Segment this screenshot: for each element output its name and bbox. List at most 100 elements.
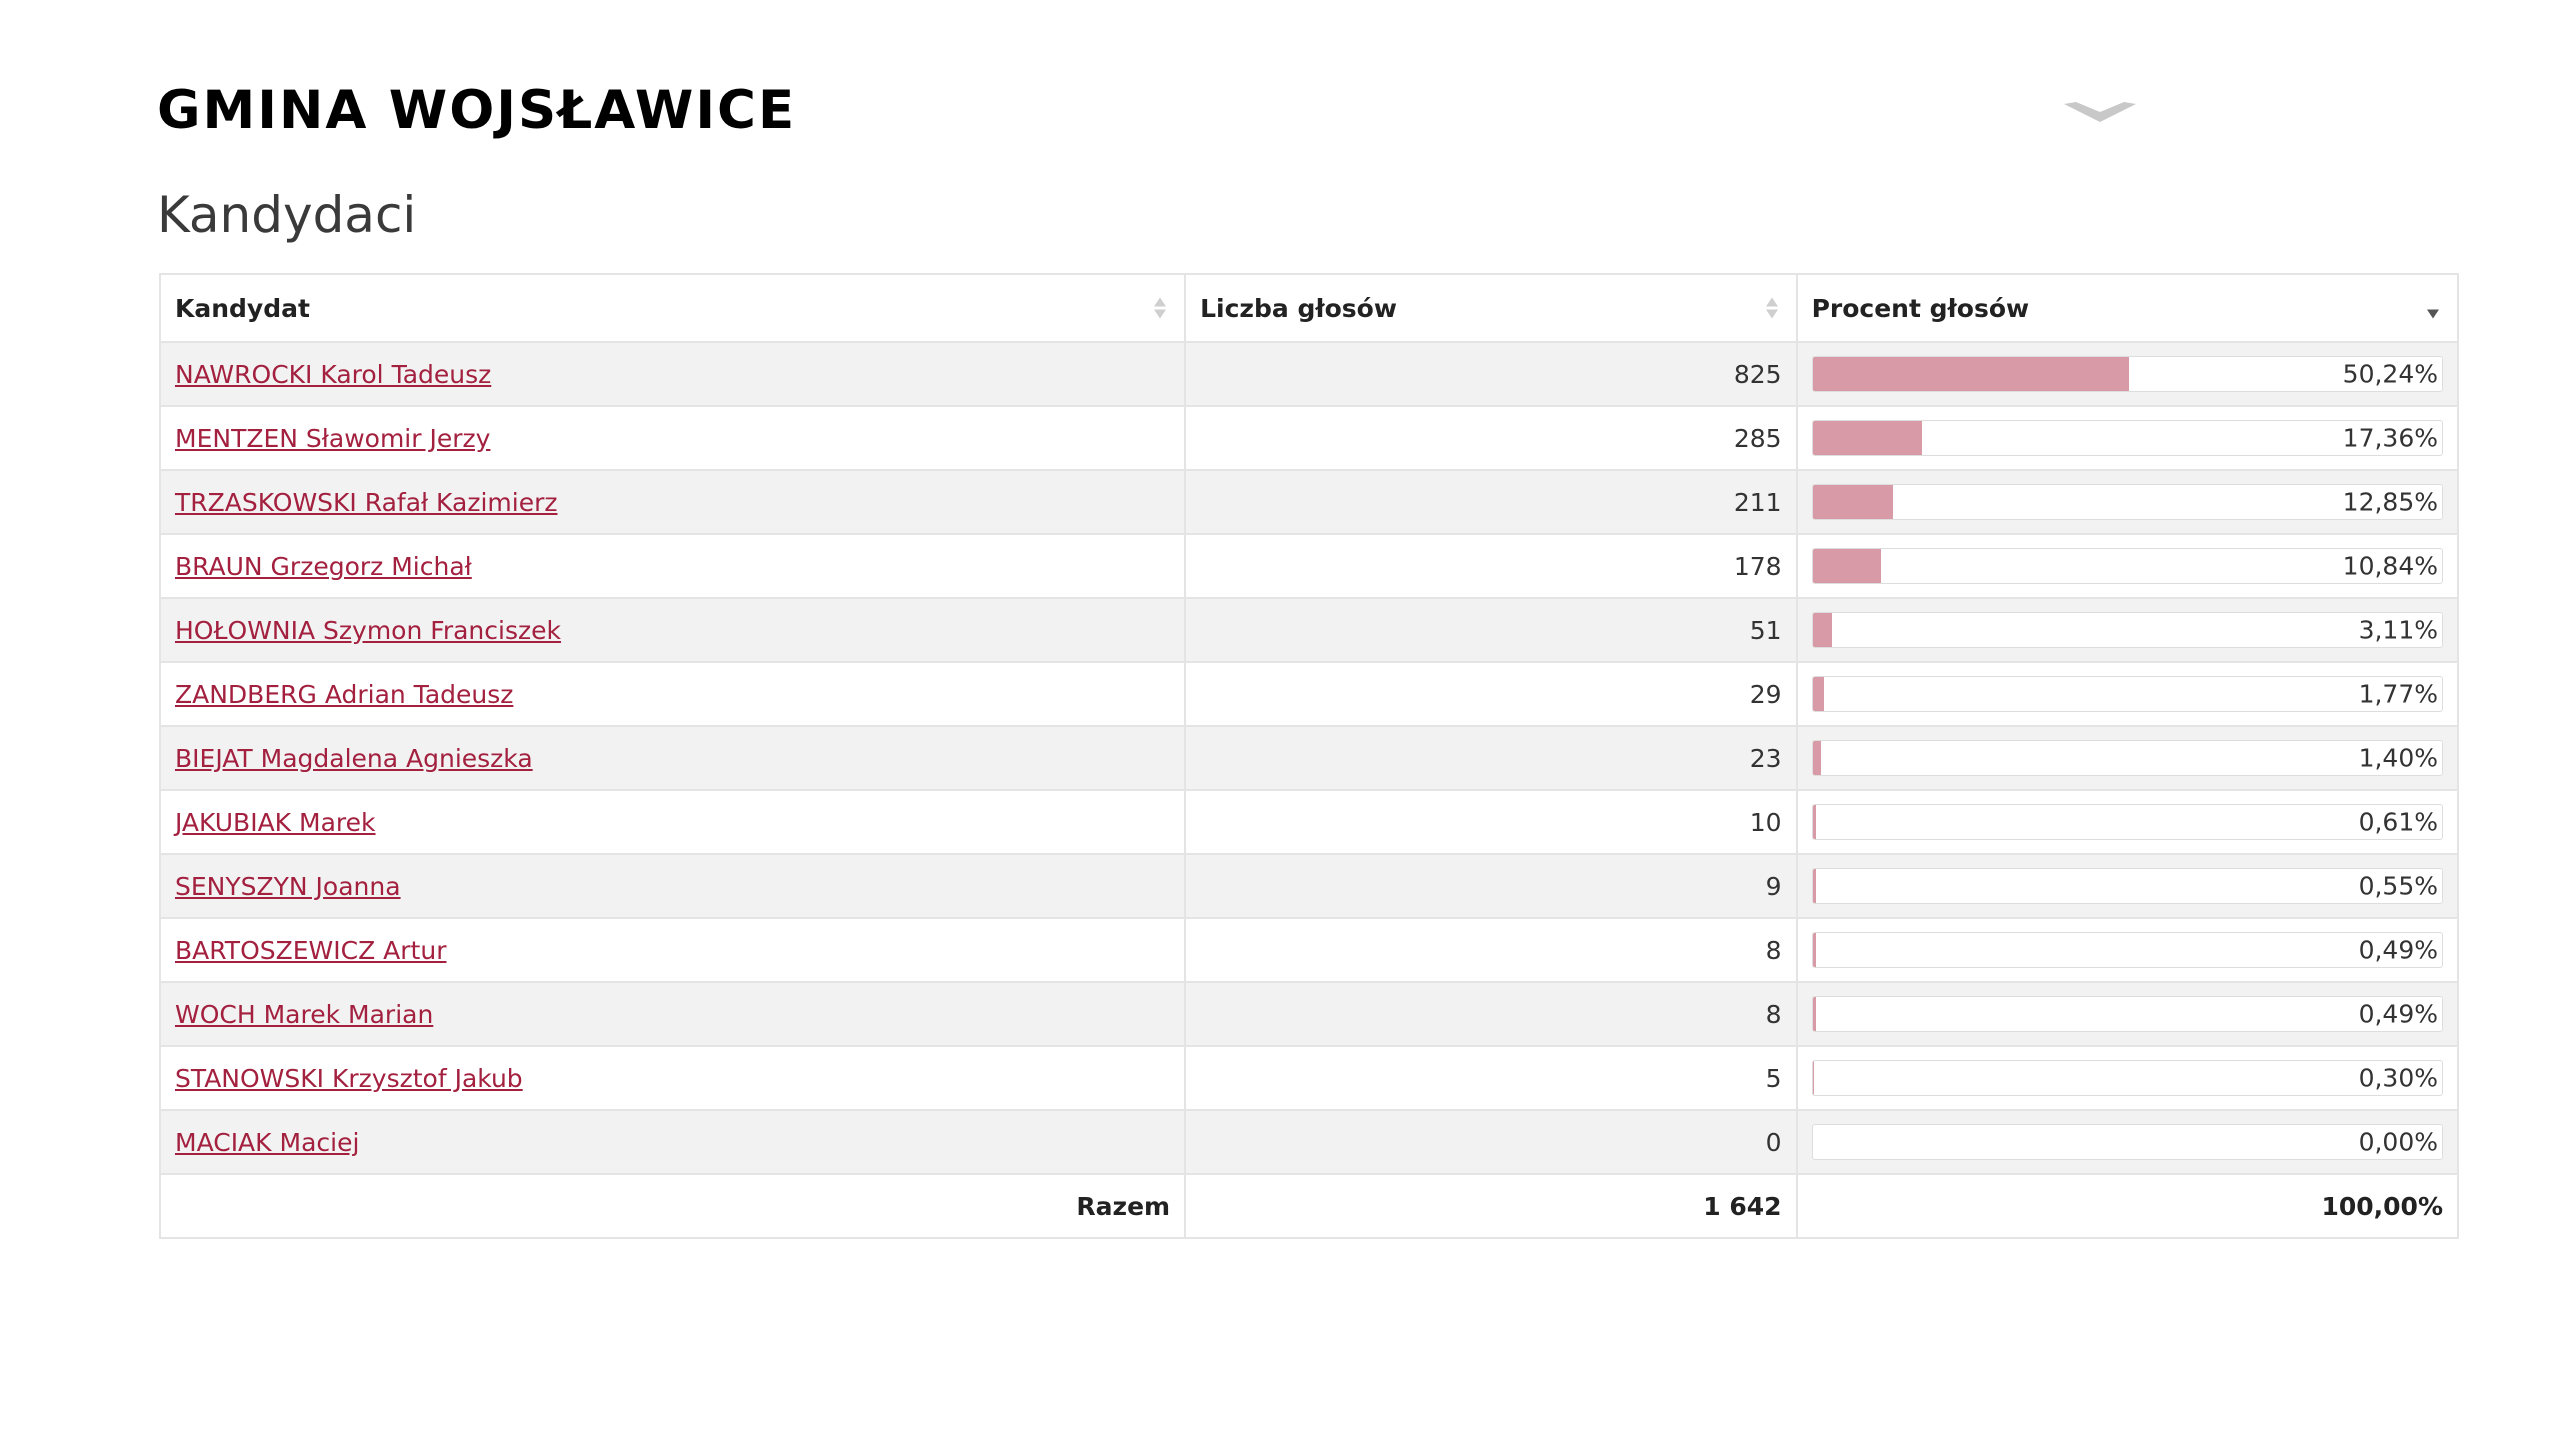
votes-cell: 8: [1184, 981, 1798, 1047]
candidate-link[interactable]: SENYSZYN Joanna: [175, 871, 401, 901]
percent-label: 0,00%: [2358, 1127, 2438, 1157]
percent-bar: 3,11%: [1811, 612, 2443, 648]
percent-bar-fill: [1812, 613, 1833, 647]
candidate-link[interactable]: HOŁOWNIA Szymon Franciszek: [175, 615, 561, 645]
percent-bar: 0,30%: [1811, 1060, 2443, 1096]
chevron-down-icon[interactable]: [2062, 100, 2138, 126]
percent-cell: 1,40%: [1795, 725, 2460, 791]
table-row: MENTZEN Sławomir Jerzy 285 17,36%: [158, 405, 2460, 471]
sort-icon[interactable]: [1765, 297, 1778, 319]
candidate-cell: TRZASKOWSKI Rafał Kazimierz: [158, 469, 1187, 535]
candidate-cell: HOŁOWNIA Szymon Franciszek: [158, 597, 1187, 663]
votes-cell: 9: [1184, 853, 1798, 919]
percent-bar-fill: [1812, 869, 1817, 903]
candidate-cell: SENYSZYN Joanna: [158, 853, 1187, 919]
percent-cell: 0,49%: [1795, 917, 2460, 983]
column-header-percent[interactable]: Procent głosów: [1795, 273, 2460, 343]
percent-label: 1,77%: [2358, 679, 2438, 709]
percent-bar: 0,49%: [1811, 996, 2443, 1032]
percent-label: 1,40%: [2358, 743, 2438, 773]
candidate-cell: NAWROCKI Karol Tadeusz: [158, 341, 1187, 407]
candidate-link[interactable]: STANOWSKI Krzysztof Jakub: [175, 1063, 523, 1093]
candidate-link[interactable]: MACIAK Maciej: [175, 1127, 360, 1157]
table-row: MACIAK Maciej 0 0,00%: [158, 1109, 2460, 1175]
percent-cell: 3,11%: [1795, 597, 2460, 663]
candidate-cell: JAKUBIAK Marek: [158, 789, 1187, 855]
candidate-link[interactable]: TRZASKOWSKI Rafał Kazimierz: [175, 487, 558, 517]
percent-bar: 0,61%: [1811, 804, 2443, 840]
percent-label: 10,84%: [2342, 551, 2438, 581]
table-row: BARTOSZEWICZ Artur 8 0,49%: [158, 917, 2460, 983]
percent-cell: 10,84%: [1795, 533, 2460, 599]
table-header-row: Kandydat Liczba głosów Procent głosów: [158, 273, 2460, 343]
percent-bar: 1,40%: [1811, 740, 2443, 776]
percent-bar-fill: [1812, 485, 1894, 519]
votes-cell: 29: [1184, 661, 1798, 727]
sort-icon[interactable]: [1154, 297, 1167, 319]
percent-cell: 0,49%: [1795, 981, 2460, 1047]
candidates-table: Kandydat Liczba głosów Procent głosów NA…: [158, 273, 2460, 1239]
footer-label: Razem: [158, 1173, 1187, 1239]
column-header-votes-label: Liczba głosów: [1200, 293, 1397, 323]
votes-cell: 825: [1184, 341, 1798, 407]
percent-bar-fill: [1812, 1061, 1815, 1095]
percent-bar: 12,85%: [1811, 484, 2443, 520]
percent-bar-fill: [1812, 677, 1824, 711]
table-row: BRAUN Grzegorz Michał 178 10,84%: [158, 533, 2460, 599]
percent-label: 0,30%: [2358, 1063, 2438, 1093]
percent-cell: 0,55%: [1795, 853, 2460, 919]
sort-desc-icon[interactable]: [2427, 298, 2439, 319]
table-row: WOCH Marek Marian 8 0,49%: [158, 981, 2460, 1047]
percent-cell: 0,30%: [1795, 1045, 2460, 1111]
table-row: BIEJAT Magdalena Agnieszka 23 1,40%: [158, 725, 2460, 791]
percent-bar: 1,77%: [1811, 676, 2443, 712]
candidate-link[interactable]: MENTZEN Sławomir Jerzy: [175, 423, 491, 453]
candidate-cell: MACIAK Maciej: [158, 1109, 1187, 1175]
percent-cell: 0,61%: [1795, 789, 2460, 855]
votes-cell: 178: [1184, 533, 1798, 599]
percent-label: 17,36%: [2342, 423, 2438, 453]
percent-cell: 17,36%: [1795, 405, 2460, 471]
percent-bar: 0,49%: [1811, 932, 2443, 968]
percent-bar-fill: [1812, 933, 1816, 967]
table-body: NAWROCKI Karol Tadeusz 825 50,24% MENTZEN S…: [158, 341, 2460, 1175]
percent-label: 0,55%: [2358, 871, 2438, 901]
column-header-candidate-label: Kandydat: [175, 293, 310, 323]
percent-bar: 17,36%: [1811, 420, 2443, 456]
candidate-cell: BIEJAT Magdalena Agnieszka: [158, 725, 1187, 791]
percent-label: 0,61%: [2358, 807, 2438, 837]
footer-votes: 1 642: [1184, 1173, 1798, 1239]
table-row: TRZASKOWSKI Rafał Kazimierz 211 12,85%: [158, 469, 2460, 535]
votes-cell: 51: [1184, 597, 1798, 663]
candidate-link[interactable]: BIEJAT Magdalena Agnieszka: [175, 743, 533, 773]
votes-cell: 0: [1184, 1109, 1798, 1175]
votes-cell: 10: [1184, 789, 1798, 855]
percent-label: 12,85%: [2342, 487, 2438, 517]
votes-cell: 8: [1184, 917, 1798, 983]
percent-label: 3,11%: [2358, 615, 2438, 645]
column-header-votes[interactable]: Liczba głosów: [1184, 273, 1798, 343]
column-header-candidate[interactable]: Kandydat: [158, 273, 1187, 343]
candidate-link[interactable]: ZANDBERG Adrian Tadeusz: [175, 679, 514, 709]
percent-bar-fill: [1812, 741, 1822, 775]
candidate-link[interactable]: WOCH Marek Marian: [175, 999, 434, 1029]
candidate-link[interactable]: NAWROCKI Karol Tadeusz: [175, 359, 492, 389]
votes-cell: 211: [1184, 469, 1798, 535]
candidate-cell: WOCH Marek Marian: [158, 981, 1187, 1047]
percent-bar: 0,00%: [1811, 1124, 2443, 1160]
candidate-link[interactable]: BRAUN Grzegorz Michał: [175, 551, 472, 581]
votes-cell: 23: [1184, 725, 1798, 791]
percent-label: 50,24%: [2342, 359, 2438, 389]
percent-cell: 50,24%: [1795, 341, 2460, 407]
section-title: Kandydaci: [157, 186, 417, 244]
percent-bar: 0,55%: [1811, 868, 2443, 904]
candidate-link[interactable]: BARTOSZEWICZ Artur: [175, 935, 447, 965]
candidate-cell: ZANDBERG Adrian Tadeusz: [158, 661, 1187, 727]
percent-bar-fill: [1812, 357, 2129, 391]
percent-bar-fill: [1812, 549, 1881, 583]
candidate-link[interactable]: JAKUBIAK Marek: [175, 807, 376, 837]
table-row: STANOWSKI Krzysztof Jakub 5 0,30%: [158, 1045, 2460, 1111]
table-row: ZANDBERG Adrian Tadeusz 29 1,77%: [158, 661, 2460, 727]
candidate-cell: BARTOSZEWICZ Artur: [158, 917, 1187, 983]
table-row: HOŁOWNIA Szymon Franciszek 51 3,11%: [158, 597, 2460, 663]
